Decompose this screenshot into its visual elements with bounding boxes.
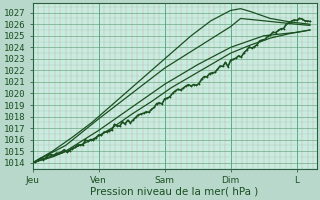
X-axis label: Pression niveau de la mer( hPa ): Pression niveau de la mer( hPa )	[91, 187, 259, 197]
